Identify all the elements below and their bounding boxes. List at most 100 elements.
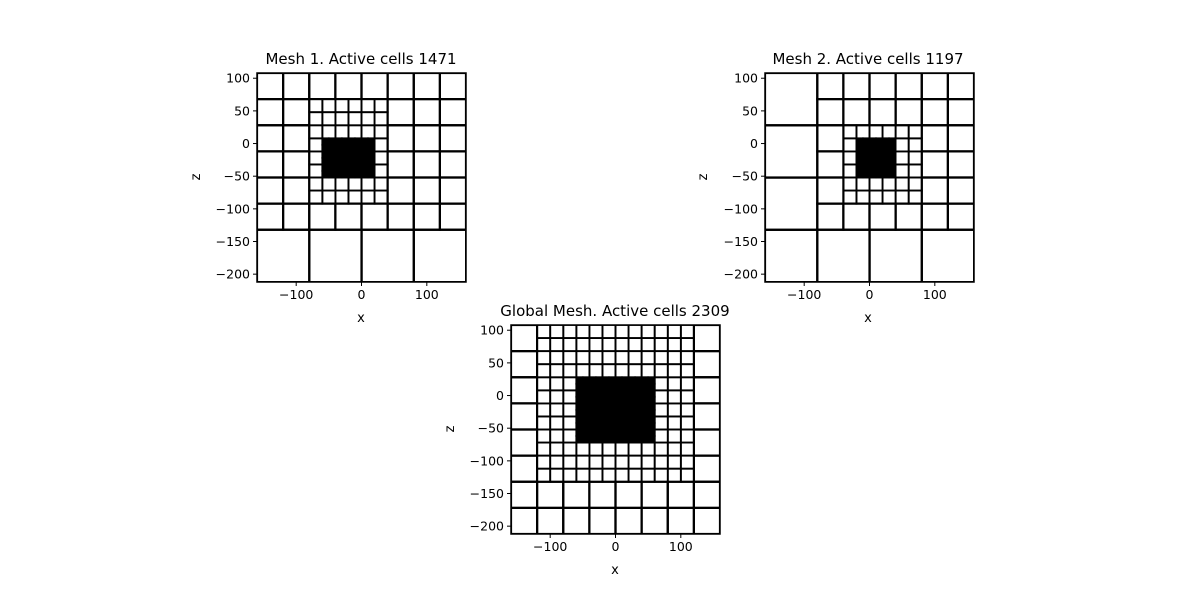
mesh-2-cell bbox=[946, 73, 974, 101]
global-mesh-ylabel: z bbox=[443, 425, 458, 432]
global-mesh-cell bbox=[621, 382, 630, 392]
global-mesh-cell bbox=[581, 395, 591, 405]
global-mesh-cell bbox=[588, 408, 597, 418]
mesh-1-cell-group bbox=[257, 73, 466, 282]
mesh-1-ytick-label: −200 bbox=[216, 267, 250, 282]
mesh-2-cell bbox=[888, 143, 897, 153]
global-mesh-cell bbox=[601, 435, 610, 444]
global-mesh-cell bbox=[640, 408, 649, 418]
mesh-2-xlabel: x bbox=[864, 311, 872, 326]
mesh-1-axes: −100 0 100 100 50 0 −50 −100 −150 −200 bbox=[216, 71, 467, 302]
global-mesh-cell bbox=[647, 415, 656, 424]
mesh-1-cell bbox=[360, 170, 369, 179]
mesh-2-cell bbox=[888, 170, 897, 179]
global-mesh-cell bbox=[601, 422, 610, 431]
global-mesh-cell bbox=[634, 435, 643, 444]
global-mesh-cell bbox=[581, 376, 591, 385]
global-mesh-cell bbox=[634, 395, 643, 405]
mesh-2-cell bbox=[875, 170, 884, 179]
mesh-2-panel: Mesh 2. Active cells 1197 x z −100 0 100 10… bbox=[696, 50, 975, 326]
global-mesh-cell bbox=[608, 382, 617, 392]
mesh-1-cell bbox=[327, 143, 337, 153]
global-mesh-cell bbox=[601, 382, 610, 392]
global-mesh-cell bbox=[647, 428, 656, 437]
mesh-2-cell bbox=[855, 156, 864, 166]
global-mesh-cell bbox=[640, 389, 649, 398]
global-mesh-cell bbox=[647, 382, 656, 392]
mesh-1-cell bbox=[367, 170, 376, 179]
global-mesh-cell bbox=[608, 435, 617, 444]
mesh-2-ytick-label: −200 bbox=[724, 267, 758, 282]
global-mesh-cell bbox=[634, 428, 643, 437]
global-mesh-cell bbox=[627, 428, 636, 437]
global-mesh-cell bbox=[627, 435, 636, 444]
mesh-2-axes: −100 0 100 100 50 0 −50 −100 −150 −200 bbox=[724, 71, 975, 302]
mesh-1-cell bbox=[347, 170, 356, 179]
mesh-1-xlabel: x bbox=[357, 311, 365, 326]
mesh-2-ytick-label: −100 bbox=[724, 201, 758, 216]
global-mesh-cell bbox=[595, 422, 604, 431]
global-mesh-cell bbox=[581, 408, 591, 418]
mesh-1-ytick-label: −50 bbox=[224, 169, 250, 184]
mesh-1-cell bbox=[321, 170, 330, 179]
global-mesh-cell bbox=[634, 389, 643, 398]
mesh-2-ytick-label: 0 bbox=[750, 136, 758, 151]
global-mesh-cell bbox=[634, 382, 643, 392]
global-mesh-cell bbox=[588, 422, 597, 431]
mesh-2-cell bbox=[862, 150, 871, 159]
global-mesh-cell bbox=[640, 422, 649, 431]
mesh-2-title: Mesh 2. Active cells 1197 bbox=[772, 50, 963, 68]
global-mesh-cell bbox=[595, 376, 604, 385]
mesh-1-cell bbox=[354, 170, 363, 179]
global-mesh-xtick-label: 100 bbox=[669, 539, 693, 554]
mesh-2-ytick-label: −150 bbox=[724, 234, 758, 249]
mesh-1-cell bbox=[327, 170, 337, 179]
global-mesh-cell bbox=[608, 376, 617, 385]
global-mesh-cell bbox=[627, 422, 636, 431]
global-mesh-cell bbox=[627, 382, 636, 392]
mesh-2-cell bbox=[888, 150, 897, 159]
mesh-2-cell bbox=[855, 150, 864, 159]
global-mesh-cell bbox=[647, 422, 656, 431]
mesh-2-cell bbox=[888, 156, 897, 166]
mesh-2-cell bbox=[862, 143, 871, 153]
mesh-2-ytick-label: 100 bbox=[734, 71, 758, 86]
global-mesh-cell bbox=[588, 415, 597, 424]
global-mesh-cell bbox=[640, 376, 649, 385]
mesh-1-ytick-label: −100 bbox=[216, 201, 250, 216]
mesh-1-title: Mesh 1. Active cells 1471 bbox=[265, 50, 456, 68]
global-mesh-cell bbox=[621, 435, 630, 444]
global-mesh-cell bbox=[575, 428, 584, 437]
global-mesh-cell bbox=[621, 422, 630, 431]
global-mesh-cell bbox=[581, 435, 591, 444]
mesh-2-cell bbox=[855, 170, 864, 179]
global-mesh-cell bbox=[588, 395, 597, 405]
global-mesh-cell bbox=[614, 422, 623, 431]
mesh-2-xtick-label: 100 bbox=[923, 287, 947, 302]
global-mesh-title: Global Mesh. Active cells 2309 bbox=[500, 302, 729, 320]
mesh-1-ytick-label: 0 bbox=[242, 136, 250, 151]
global-mesh-cell bbox=[640, 415, 649, 424]
global-mesh-cell bbox=[647, 389, 656, 398]
global-mesh-cell bbox=[595, 382, 604, 392]
global-mesh-cells bbox=[511, 325, 720, 534]
mesh-1-panel: Mesh 1. Active cells 1471 x z −100 0 100 10… bbox=[189, 50, 467, 326]
global-mesh-cell bbox=[581, 422, 591, 431]
global-mesh-cell bbox=[621, 428, 630, 437]
global-mesh-ytick-label: 100 bbox=[480, 323, 504, 338]
global-mesh-cell bbox=[601, 428, 610, 437]
global-mesh-cell bbox=[640, 395, 649, 405]
mesh-2-xtick-label: −100 bbox=[787, 287, 821, 302]
mesh-2-ytick-label: 50 bbox=[742, 103, 758, 118]
global-mesh-cell bbox=[608, 428, 617, 437]
mesh-1-xtick-label: −100 bbox=[279, 287, 313, 302]
global-mesh-cell bbox=[581, 382, 591, 392]
global-mesh-ytick-label: −100 bbox=[470, 453, 504, 468]
mesh-2-cells bbox=[765, 73, 974, 282]
mesh-2-cell-group bbox=[765, 73, 974, 282]
global-mesh-ytick-label: 0 bbox=[496, 388, 504, 403]
global-mesh-cell bbox=[581, 402, 591, 411]
mesh-1-ytick-label: 100 bbox=[226, 71, 250, 86]
global-mesh-ytick-label: −200 bbox=[470, 519, 504, 534]
mesh-2-cell bbox=[855, 143, 864, 153]
